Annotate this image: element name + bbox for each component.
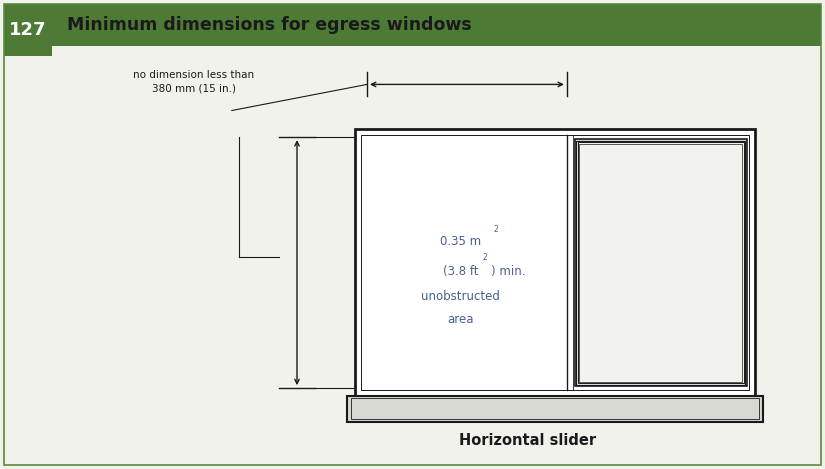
Bar: [575, 139, 747, 386]
Bar: [579, 144, 742, 382]
Bar: [361, 135, 748, 390]
Bar: [351, 398, 759, 419]
Text: 2: 2: [483, 253, 488, 262]
Bar: [4, 4, 52, 56]
Bar: [4, 4, 821, 46]
Text: unobstructed: unobstructed: [422, 290, 500, 303]
Text: 0.35 m: 0.35 m: [441, 234, 481, 248]
Text: no dimension less than
380 mm (15 in.): no dimension less than 380 mm (15 in.): [134, 70, 254, 93]
Text: area: area: [447, 313, 474, 325]
Text: Minimum dimensions for egress windows: Minimum dimensions for egress windows: [67, 16, 472, 34]
Text: (3.8 ft: (3.8 ft: [443, 265, 478, 278]
Bar: [355, 129, 755, 396]
Text: 127: 127: [9, 21, 47, 39]
Bar: [346, 396, 763, 422]
Bar: [578, 142, 743, 383]
Bar: [577, 141, 745, 385]
Text: ) min.: ) min.: [491, 265, 526, 278]
Text: 2: 2: [494, 225, 498, 234]
Text: Horizontal slider: Horizontal slider: [460, 433, 596, 448]
